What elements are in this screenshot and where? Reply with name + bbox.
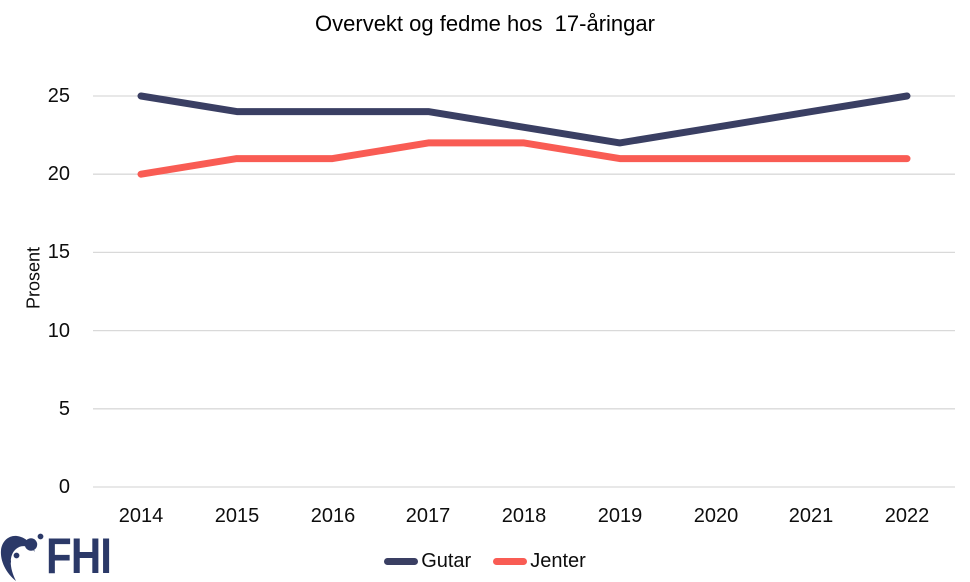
- y-tick-25: 25: [47, 85, 70, 107]
- legend-item-gutar: Gutar: [384, 550, 471, 573]
- x-tick-2017: 2017: [405, 505, 451, 527]
- y-tick-15: 15: [47, 241, 70, 263]
- legend-item-jenter: Jenter: [493, 550, 586, 573]
- chart-title: Overvekt og fedme hos 17-åringar: [315, 11, 655, 36]
- y-tick-10: 10: [47, 320, 70, 342]
- gutar-line: [137, 92, 911, 147]
- x-tick-2016: 2016: [310, 505, 356, 527]
- legend-label-gutar: Gutar: [421, 549, 472, 572]
- x-tick-2014: 2014: [118, 505, 164, 527]
- fhi-logo-text: FHI: [46, 528, 112, 582]
- fhi-logo-mark-icon: [0, 533, 44, 581]
- x-tick-2018: 2018: [501, 505, 547, 527]
- fhi-logo-swoosh: [0, 535, 35, 581]
- y-tick-20: 20: [47, 163, 70, 185]
- x-tick-2020: 2020: [693, 505, 739, 527]
- x-tick-2019: 2019: [597, 505, 643, 527]
- gutar-line-swatch: [384, 557, 419, 565]
- x-tick-2022: 2022: [884, 505, 930, 527]
- fhi-logo-dot-small: [7, 559, 11, 564]
- fhi-logo-head: [24, 538, 38, 551]
- y-tick-0: 0: [58, 476, 70, 498]
- y-tick-5: 5: [58, 398, 70, 420]
- fhi-logo-dot-top: [37, 533, 44, 540]
- jenter-line-swatch: [493, 557, 528, 565]
- jenter-line: [137, 139, 911, 178]
- fhi-logo-dot-mid: [13, 552, 20, 559]
- legend: Gutar Jenter: [0, 546, 970, 576]
- x-tick-2021: 2021: [788, 505, 834, 527]
- x-tick-2015: 2015: [214, 505, 260, 527]
- legend-label-jenter: Jenter: [530, 549, 586, 572]
